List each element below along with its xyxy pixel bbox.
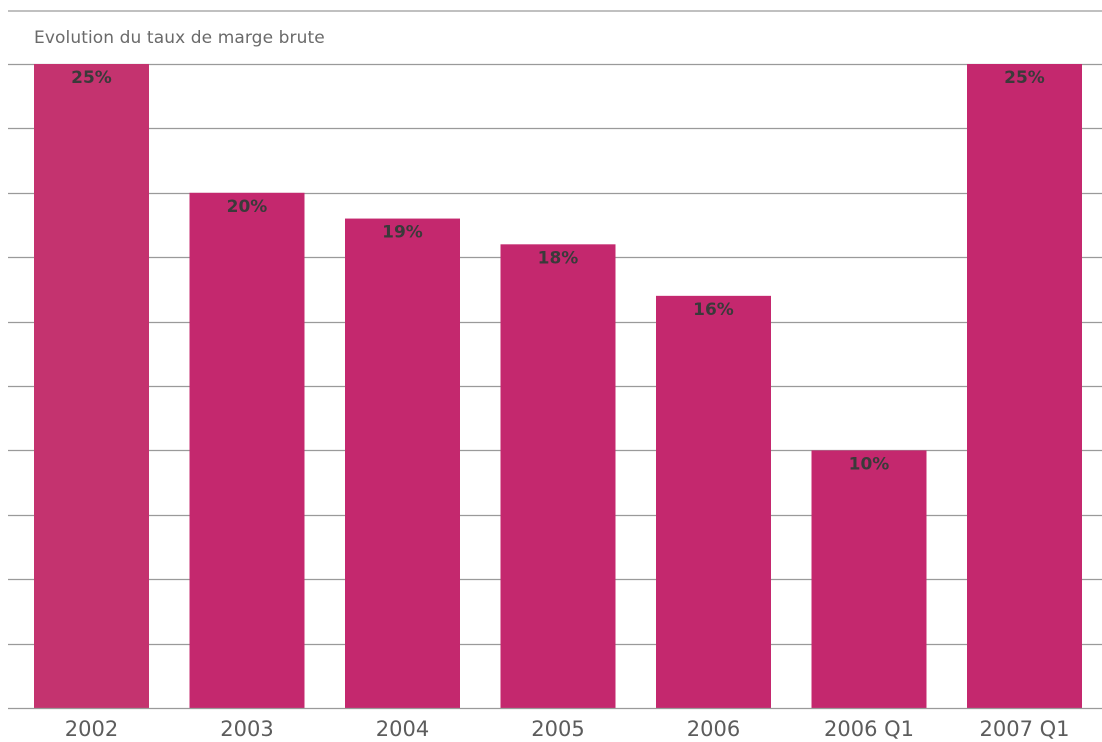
category-label: 2006	[687, 717, 740, 741]
data-label: 25%	[71, 68, 112, 88]
category-label: 2003	[220, 717, 273, 741]
data-label: 16%	[693, 300, 734, 320]
category-label: 2007 Q1	[979, 717, 1069, 741]
category-label: 2002	[65, 717, 118, 741]
category-label: 2006 Q1	[824, 717, 914, 741]
data-label: 10%	[849, 454, 890, 474]
bar	[967, 64, 1082, 708]
category-label: 2004	[376, 717, 429, 741]
bars	[34, 64, 1082, 709]
data-label: 19%	[382, 223, 423, 243]
bar	[811, 450, 927, 708]
bar	[656, 295, 771, 708]
category-label: 2005	[531, 717, 584, 741]
category-labels: 2002 2003 2004 2005 2006 2006 Q1 2007 Q1	[65, 717, 1070, 741]
data-labels: 25% 20% 19% 18% 16% 10% 25%	[71, 68, 1045, 474]
data-label: 18%	[538, 248, 579, 268]
data-label: 20%	[227, 197, 268, 217]
data-label: 25%	[1004, 68, 1045, 88]
bar	[189, 192, 305, 709]
chart-title: Evolution du taux de marge brute	[34, 28, 325, 48]
bar	[345, 218, 460, 708]
bar	[34, 64, 149, 708]
bar	[500, 244, 616, 708]
